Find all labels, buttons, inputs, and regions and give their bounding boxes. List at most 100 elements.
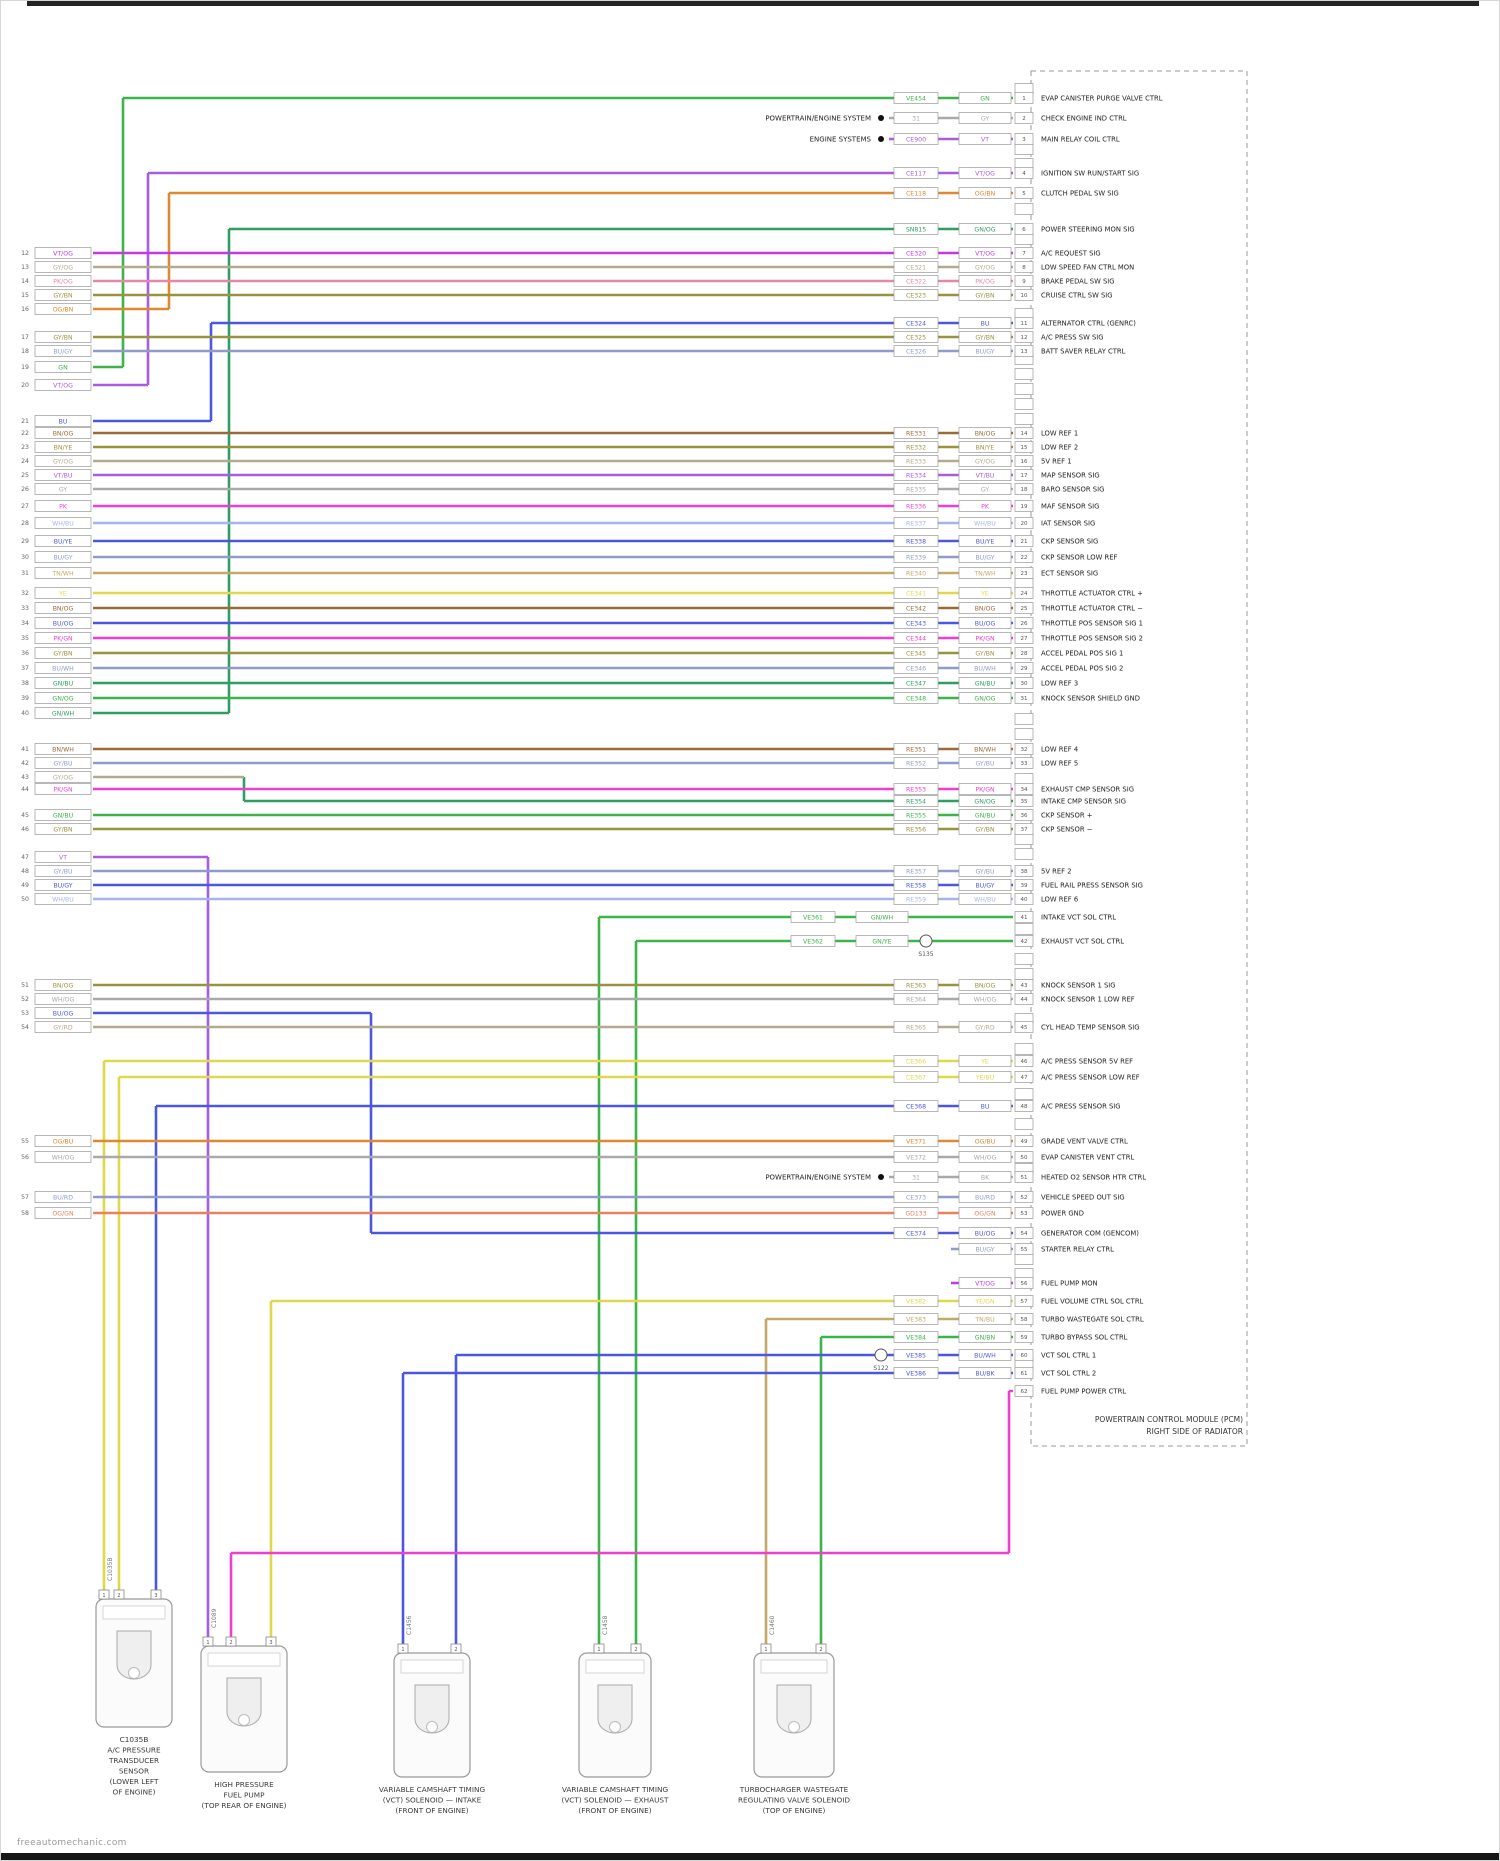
wire-code-box [34,517,92,529]
circuit-description: CKP SENSOR + [1041,811,1092,819]
wire-color-box [958,469,1012,481]
wire-label: GY/BN [53,335,73,342]
wire-code-box [34,331,92,343]
connector-pin [1014,275,1034,287]
connector-id-rotated: C1089 [211,1608,218,1628]
connector-pin [1014,1055,1034,1067]
circuit-description: EVAP CANISTER PURGE VALVE CTRL [1041,94,1163,102]
wire-label: TN/WH [973,571,996,578]
wire-label: VE362 [803,939,823,946]
wire-color-box [958,647,1012,659]
wire-label: RE357 [906,869,926,876]
wire-color-box [958,261,1012,273]
pin-number: 42 [1021,939,1028,945]
circuit-id-box [893,979,939,991]
wire-color-box [958,1135,1012,1147]
wire-label: BU/GY [975,883,994,890]
connector-pin [1014,1243,1034,1255]
connector-pin [1014,1313,1034,1325]
circuit-description: HEATED O2 SENSOR HTR CTRL [1041,1173,1146,1181]
pin-number-left: 29 [21,538,29,545]
wire-label: BU/OG [53,621,74,628]
pin-number: 12 [1021,335,1028,341]
wire-label: WH/OG [52,997,75,1004]
wire-label: GY [981,116,989,123]
wire-color-box [958,1071,1012,1083]
circuit-id-box [893,602,939,614]
pin-number-left: 33 [21,605,29,612]
pin-number-left: 38 [21,680,29,687]
circuit-description: EXHAUST CMP SENSOR SIG [1041,785,1134,793]
wire-label: OG/BU [975,1139,996,1146]
connector-pin [1014,469,1034,481]
component-connector-symbol [116,1630,152,1680]
wire-label: RE340 [906,571,926,578]
wire-code-box [34,1135,92,1147]
pin-number: 53 [1021,1211,1028,1217]
component-symbol-detail [128,1667,140,1679]
wire-code-box [34,707,92,719]
wire-label: BU/GY [53,883,72,890]
circuit-description: 5V REF 2 [1041,867,1072,875]
circuit-id-box [893,823,939,835]
wire-code-box [34,771,92,783]
wire-label: VE454 [906,96,926,103]
circuit-description: VEHICLE SPEED OUT SIG [1041,1193,1125,1201]
circuit-id-box [893,632,939,644]
component-terminal [760,1643,772,1654]
wire-code-box [34,893,92,905]
pin-number-left: 31 [21,570,29,577]
circuit-id-box [893,783,939,795]
connector-pin [1014,331,1034,343]
wire-code-box [34,617,92,629]
connector-pin-empty [1014,833,1034,845]
wire-label: BU/GY [975,555,994,562]
component-caption: HIGH PRESSURE [214,1780,274,1789]
component-caption: (LOWER LEFT [110,1777,159,1786]
wire-color-box [958,1367,1012,1379]
wire-code-box [34,441,92,453]
circuit-id-box [893,92,939,104]
component-terminal [450,1643,462,1654]
circuit-description: FUEL PUMP POWER CTRL [1041,1387,1126,1395]
wire-label: RE339 [906,555,926,562]
component-terminal-strip [585,1659,645,1674]
wire-label: OG/BU [53,1139,74,1146]
wire-label: BU/GY [975,1247,994,1254]
wire-label: RE356 [906,827,926,834]
pin-number: 24 [1021,591,1028,597]
wire-label: BN/OG [53,431,74,438]
circuit-description: A/C PRESS SENSOR 5V REF [1041,1057,1133,1065]
wire-color-box [958,535,1012,547]
circuit-description: CYL HEAD TEMP SENSOR SIG [1041,1023,1140,1031]
wire-color-box [958,677,1012,689]
connector-pin [1014,823,1034,835]
wire-code-box [34,455,92,467]
connector-pin-empty [1014,923,1034,935]
wire-code-box [34,415,92,427]
wire-color-box [958,483,1012,495]
module-caption: RIGHT SIDE OF RADIATOR [1146,1427,1243,1436]
circuit-description: LOW REF 5 [1041,759,1078,767]
component-terminal-strip [400,1659,464,1674]
pin-number: 29 [1021,666,1028,672]
wire-color-box [958,1151,1012,1163]
wire-label: RE331 [906,431,926,438]
wire-label: RE358 [906,883,926,890]
terminal-number: 1 [597,1647,600,1653]
circuit-description: FUEL RAIL PRESS SENSOR SIG [1041,881,1143,889]
component-connector-symbol [776,1684,812,1734]
wire-label: GN/OG [974,799,995,806]
terminal-number: 3 [154,1593,157,1599]
circuit-id-box [893,1191,939,1203]
wire-label: PK/GN [975,636,995,643]
circuit-description: MAF SENSOR SIG [1041,502,1099,510]
connector-pin-empty [1014,773,1034,785]
wire-label: VE372 [906,1155,926,1162]
connector-pin [1014,112,1034,124]
wire-color-box [958,92,1012,104]
wire-label: VT/OG [975,251,995,258]
circuit-id-box [893,1313,939,1325]
pin-number: 56 [1021,1281,1028,1287]
pin-number-left: 37 [21,665,29,672]
